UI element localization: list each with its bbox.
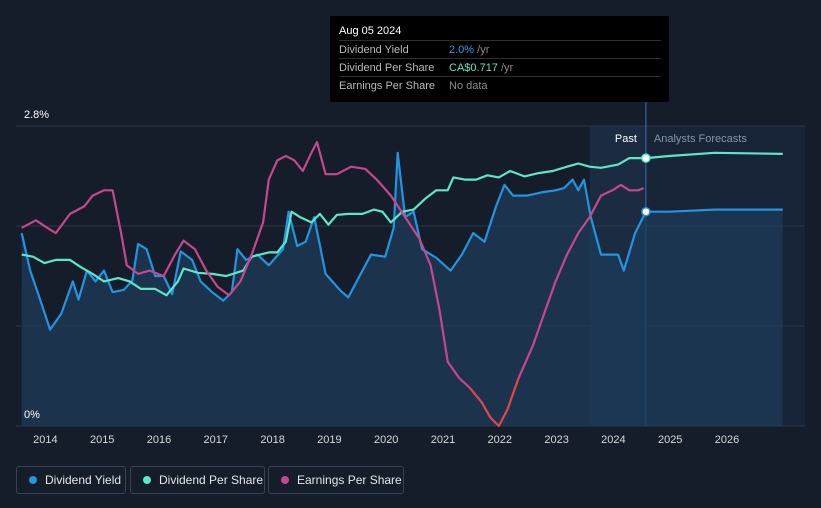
x-tick-label: 2018 bbox=[260, 434, 284, 446]
dividend-yield-marker bbox=[641, 206, 651, 217]
legend-label: Dividend Per Share bbox=[159, 473, 264, 487]
legend-dot-icon bbox=[281, 476, 289, 484]
tooltip-date: Aug 05 2024 bbox=[339, 25, 402, 37]
x-tick-label: 2024 bbox=[601, 434, 625, 446]
dividend-per-share-marker bbox=[641, 153, 651, 163]
tooltip-row-dividend-yield: Dividend Yield 2.0% /yr bbox=[339, 40, 661, 58]
past-label: Past bbox=[615, 133, 637, 145]
x-tick-label: 2019 bbox=[317, 434, 341, 446]
x-tick-label: 2020 bbox=[374, 434, 398, 446]
legend-label: Earnings Per Share bbox=[297, 473, 402, 487]
x-tick-label: 2015 bbox=[90, 434, 114, 446]
y-tick-label-top: 2.8% bbox=[24, 109, 49, 121]
dividend-yield-area bbox=[21, 152, 783, 427]
tooltip-unit: /yr bbox=[497, 62, 514, 74]
tooltip-value: No data bbox=[449, 80, 488, 92]
legend-dot-icon bbox=[29, 476, 37, 484]
x-tick-label: 2017 bbox=[204, 434, 228, 446]
x-tick-label: 2014 bbox=[33, 434, 57, 446]
tooltip-value: CA$0.717 bbox=[449, 62, 498, 74]
earnings-per-share-line bbox=[21, 141, 472, 390]
tooltip-unit: /yr bbox=[474, 44, 490, 56]
dividend-per-share-line bbox=[21, 151, 783, 297]
tooltip-row-earnings-per-share: Earnings Per Share No data bbox=[339, 76, 661, 94]
legend-item-dividend-yield[interactable]: Dividend Yield bbox=[16, 466, 126, 494]
y-tick-label-bottom: 0% bbox=[24, 409, 40, 421]
x-tick-label: 2021 bbox=[431, 434, 455, 446]
x-tick-label: 2022 bbox=[488, 434, 512, 446]
tooltip-label: Dividend Yield bbox=[339, 44, 409, 56]
x-tick-label: 2023 bbox=[544, 434, 568, 446]
tooltip: Aug 05 2024 Dividend Yield 2.0% /yr Divi… bbox=[330, 16, 669, 102]
x-tick-label: 2016 bbox=[147, 434, 171, 446]
tooltip-value: 2.0% bbox=[449, 44, 475, 56]
legend-dot-icon bbox=[143, 476, 151, 484]
analysts-forecasts-label: Analysts Forecasts bbox=[654, 133, 747, 145]
x-tick-label: 2026 bbox=[715, 434, 739, 446]
earnings-per-share-line bbox=[517, 183, 645, 379]
earnings-per-share-line bbox=[469, 377, 520, 428]
dividend-yield-line bbox=[20, 151, 783, 331]
legend-item-earnings-per-share[interactable]: Earnings Per Share bbox=[268, 466, 404, 494]
tooltip-label: Dividend Per Share bbox=[339, 62, 435, 74]
tooltip-label: Earnings Per Share bbox=[339, 80, 435, 92]
tooltip-row-dividend-per-share: Dividend Per Share CA$0.717 /yr bbox=[339, 58, 661, 76]
x-tick-label: 2025 bbox=[658, 434, 682, 446]
legend-label: Dividend Yield bbox=[45, 473, 122, 487]
legend-item-dividend-per-share[interactable]: Dividend Per Share bbox=[130, 466, 265, 494]
